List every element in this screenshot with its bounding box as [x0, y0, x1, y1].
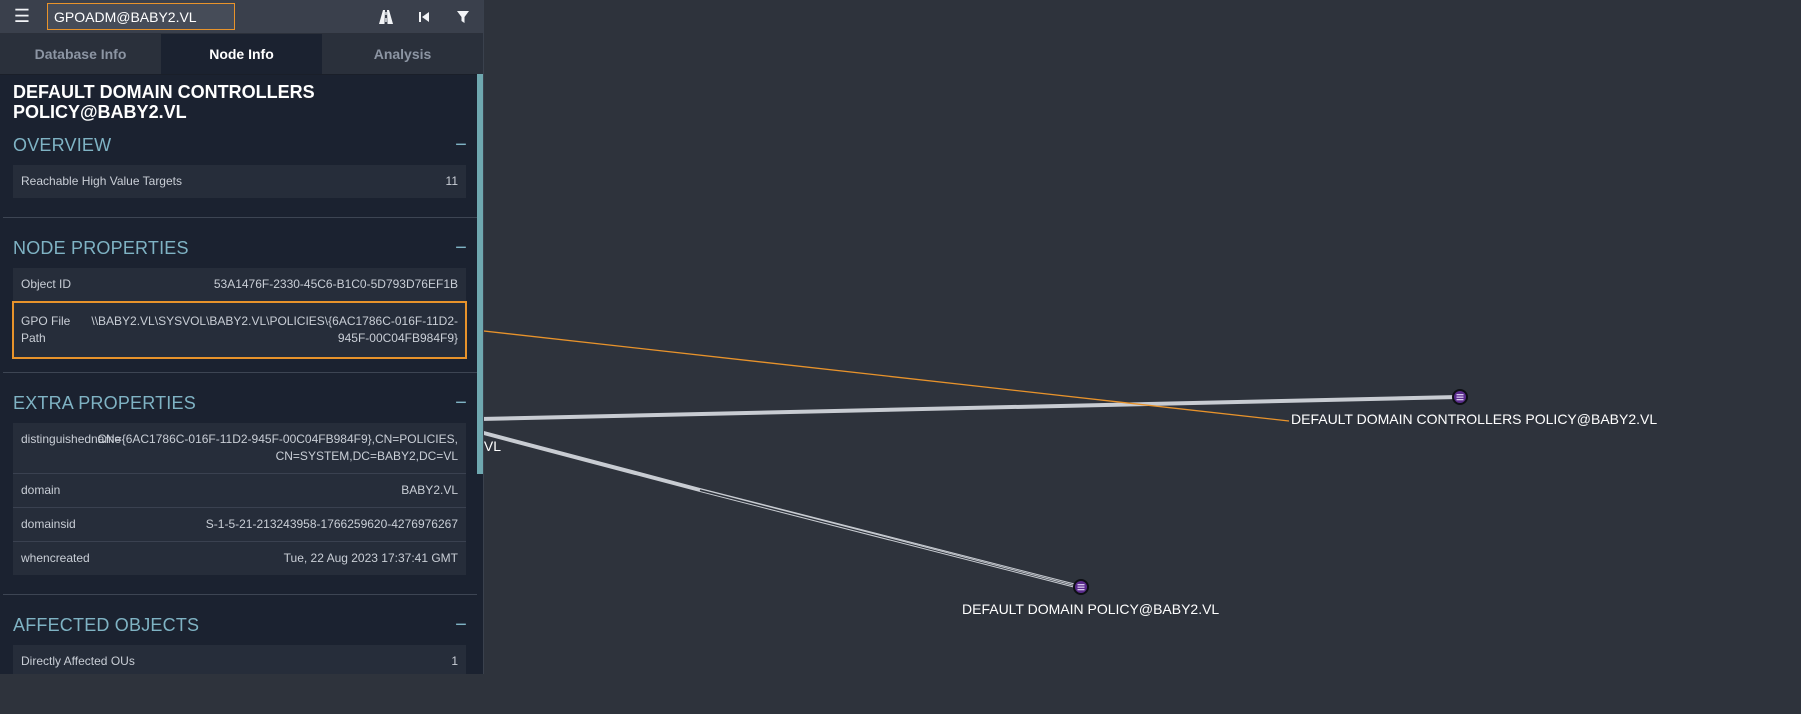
- property-value: BABY2.VL: [401, 483, 458, 497]
- overview-table: Reachable High Value Targets 11: [13, 165, 466, 198]
- property-key: Object ID: [21, 277, 72, 291]
- table-row[interactable]: domain BABY2.VL: [13, 474, 466, 508]
- graph-node-label[interactable]: .VL: [480, 438, 502, 454]
- table-row[interactable]: Directly Affected OUs 1: [13, 645, 466, 674]
- property-key: GPO File Path: [21, 314, 71, 345]
- graph-edge[interactable]: [479, 431, 1081, 588]
- divider: [3, 217, 477, 218]
- scrollbar[interactable]: [477, 74, 483, 674]
- scrollbar-thumb[interactable]: [477, 74, 483, 474]
- node-properties-table: Object ID 53A1476F-2330-45C6-B1C0-5D793D…: [12, 268, 467, 359]
- node-info-panel: ☰ Database Info Node Info Analysis DEFAU…: [0, 0, 483, 674]
- node-title: DEFAULT DOMAIN CONTROLLERS POLICY@BABY2.…: [13, 82, 315, 122]
- search-toolbar: ☰: [0, 0, 483, 34]
- hamburger-menu-icon[interactable]: ☰: [13, 6, 31, 26]
- property-key: distinguishedname: [21, 432, 122, 446]
- property-key: Directly Affected OUs: [21, 654, 135, 668]
- extra-properties-table: distinguishedname CN={6AC1786C-016F-11D2…: [13, 423, 466, 575]
- panel-tabs: Database Info Node Info Analysis: [0, 34, 483, 75]
- extra-properties-header[interactable]: EXTRA PROPERTIES −: [13, 383, 470, 423]
- property-key: Reachable High Value Targets: [21, 174, 182, 188]
- graph-edge[interactable]: [479, 395, 1459, 421]
- section-title: AFFECTED OBJECTS: [13, 614, 200, 635]
- property-value: CN={6AC1786C-016F-11D2-945F-00C04FB984F9…: [97, 432, 458, 463]
- table-row[interactable]: Object ID 53A1476F-2330-45C6-B1C0-5D793D…: [13, 268, 466, 302]
- table-row[interactable]: domainsid S-1-5-21-213243958-1766259620-…: [13, 508, 466, 542]
- gpo-node[interactable]: [1073, 579, 1089, 595]
- gpo-node[interactable]: [1452, 389, 1468, 405]
- filter-icon[interactable]: [452, 6, 474, 28]
- divider: [3, 594, 477, 595]
- property-value: 11: [445, 174, 458, 188]
- property-key: domainsid: [21, 517, 76, 531]
- tab-analysis[interactable]: Analysis: [373, 46, 432, 62]
- node-properties-header[interactable]: NODE PROPERTIES −: [13, 228, 470, 268]
- table-row[interactable]: Reachable High Value Targets 11: [13, 165, 466, 198]
- node-info-content[interactable]: DEFAULT DOMAIN CONTROLLERS POLICY@BABY2.…: [3, 74, 477, 674]
- overview-header[interactable]: OVERVIEW −: [13, 125, 470, 165]
- road-icon[interactable]: [375, 6, 397, 28]
- tab-database-info[interactable]: Database Info: [34, 46, 127, 62]
- property-value: 53A1476F-2330-45C6-B1C0-5D793D76EF1B: [213, 277, 458, 291]
- affected-objects-table: Directly Affected OUs 1: [13, 645, 466, 674]
- section-title: EXTRA PROPERTIES: [13, 392, 196, 413]
- step-back-icon[interactable]: [413, 6, 435, 28]
- table-row[interactable]: distinguishedname CN={6AC1786C-016F-11D2…: [13, 423, 466, 474]
- property-key: whencreated: [21, 551, 90, 565]
- graph-edge[interactable]: [1299, 396, 1459, 401]
- property-value: 1: [451, 654, 458, 668]
- divider: [3, 372, 477, 373]
- highlight-edge: [465, 328, 1290, 422]
- collapse-icon[interactable]: −: [455, 236, 467, 259]
- search-input[interactable]: [47, 3, 235, 30]
- table-row-highlighted[interactable]: GPO File Path \\BABY2.VL\SYSVOL\BABY2.VL…: [12, 301, 467, 359]
- collapse-icon[interactable]: −: [455, 391, 467, 414]
- property-value: S-1-5-21-213243958-1766259620-4276976267: [205, 517, 458, 531]
- tab-node-info[interactable]: Node Info: [161, 34, 322, 74]
- property-key: domain: [21, 483, 61, 497]
- table-row[interactable]: whencreated Tue, 22 Aug 2023 17:37:41 GM…: [13, 542, 466, 575]
- graph-node-label[interactable]: DEFAULT DOMAIN POLICY@BABY2.VL: [962, 601, 1220, 617]
- collapse-icon[interactable]: −: [455, 613, 467, 636]
- property-value: Tue, 22 Aug 2023 17:37:41 GMT: [283, 551, 458, 565]
- section-title: OVERVIEW: [13, 134, 112, 155]
- property-value: \\BABY2.VL\SYSVOL\BABY2.VL\POLICIES\{6AC…: [91, 314, 458, 345]
- section-title: NODE PROPERTIES: [13, 237, 189, 258]
- graph-node-label[interactable]: DEFAULT DOMAIN CONTROLLERS POLICY@BABY2.…: [1291, 411, 1658, 427]
- collapse-icon[interactable]: −: [455, 133, 467, 156]
- affected-objects-header[interactable]: AFFECTED OBJECTS −: [13, 605, 470, 645]
